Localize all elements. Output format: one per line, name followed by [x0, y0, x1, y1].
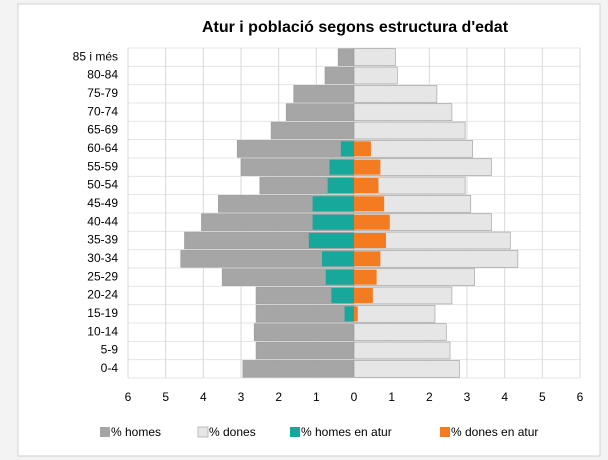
- bar: [327, 177, 354, 194]
- bar: [354, 141, 371, 157]
- x-tick-label: 4: [200, 390, 207, 404]
- y-tick-label: 80-84: [87, 68, 118, 82]
- bar: [354, 306, 358, 322]
- bar: [285, 103, 355, 121]
- bar: [353, 305, 436, 323]
- bar: [344, 306, 354, 322]
- x-tick-label: 6: [125, 390, 132, 404]
- x-tick-label: 0: [351, 390, 358, 404]
- bar: [353, 121, 466, 140]
- legend-swatch: [197, 426, 209, 438]
- bar: [337, 48, 355, 66]
- y-tick-label: 40-44: [87, 214, 118, 228]
- legend-label: % dones: [209, 425, 256, 439]
- bar: [353, 140, 473, 158]
- x-tick-label: 4: [501, 390, 508, 404]
- bar: [354, 214, 390, 230]
- y-tick-label: 85 i més: [73, 49, 118, 63]
- bar: [353, 48, 396, 66]
- x-tick-label: 5: [539, 390, 546, 404]
- bar: [321, 251, 354, 267]
- bar: [324, 66, 355, 85]
- y-tick-label: 70-74: [87, 104, 118, 118]
- bar: [253, 323, 355, 341]
- x-tick-label: 1: [313, 390, 320, 404]
- bar: [331, 287, 354, 304]
- bar: [325, 269, 354, 285]
- legend-label: % homes: [111, 425, 161, 439]
- y-tick-label: 5-9: [101, 343, 119, 357]
- bar: [353, 66, 398, 85]
- legend-swatch: [440, 427, 450, 437]
- y-tick-label: 55-59: [87, 159, 118, 173]
- bar: [353, 341, 451, 360]
- y-tick-label: 10-14: [87, 324, 118, 338]
- legend-label: % dones en atur: [451, 425, 538, 439]
- bar: [340, 141, 354, 157]
- y-tick-label: 45-49: [87, 196, 118, 210]
- x-tick-label: 3: [238, 390, 245, 404]
- bar: [354, 196, 385, 212]
- bar: [255, 305, 355, 323]
- y-tick-label: 75-79: [87, 86, 118, 100]
- bar: [308, 232, 354, 249]
- x-tick-label: 2: [426, 390, 433, 404]
- bar: [354, 269, 377, 285]
- y-tick-label: 60-64: [87, 141, 118, 155]
- y-tick-label: 30-34: [87, 251, 118, 265]
- legend-label: % homes en atur: [301, 425, 392, 439]
- y-tick-label: 50-54: [87, 178, 118, 192]
- y-tick-label: 0-4: [101, 361, 119, 375]
- x-tick-label: 6: [577, 390, 584, 404]
- y-tick-label: 65-69: [87, 123, 118, 137]
- legend-swatch: [100, 427, 110, 437]
- bar: [353, 360, 460, 378]
- x-tick-label: 5: [162, 390, 169, 404]
- bar: [312, 214, 354, 230]
- bar: [293, 85, 355, 103]
- y-tick-label: 25-29: [87, 269, 118, 283]
- bar: [353, 323, 447, 341]
- y-tick-label: 35-39: [87, 233, 118, 247]
- bar: [270, 121, 355, 140]
- bar: [236, 140, 355, 158]
- bar: [329, 159, 354, 175]
- bar: [354, 251, 381, 267]
- bar: [353, 103, 453, 121]
- bar: [354, 177, 379, 194]
- bar: [242, 360, 355, 378]
- y-tick-label: 20-24: [87, 288, 118, 302]
- bar: [354, 232, 387, 249]
- bar: [312, 196, 354, 212]
- x-tick-label: 3: [464, 390, 471, 404]
- legend-swatch: [290, 427, 300, 437]
- bar: [354, 287, 373, 304]
- x-tick-label: 1: [388, 390, 395, 404]
- chart-title: Atur i població segons estructura d'edat: [202, 19, 509, 36]
- bar: [354, 159, 381, 175]
- y-tick-label: 15-19: [87, 306, 118, 320]
- bar: [255, 341, 355, 360]
- bar: [353, 85, 438, 103]
- x-tick-label: 2: [275, 390, 282, 404]
